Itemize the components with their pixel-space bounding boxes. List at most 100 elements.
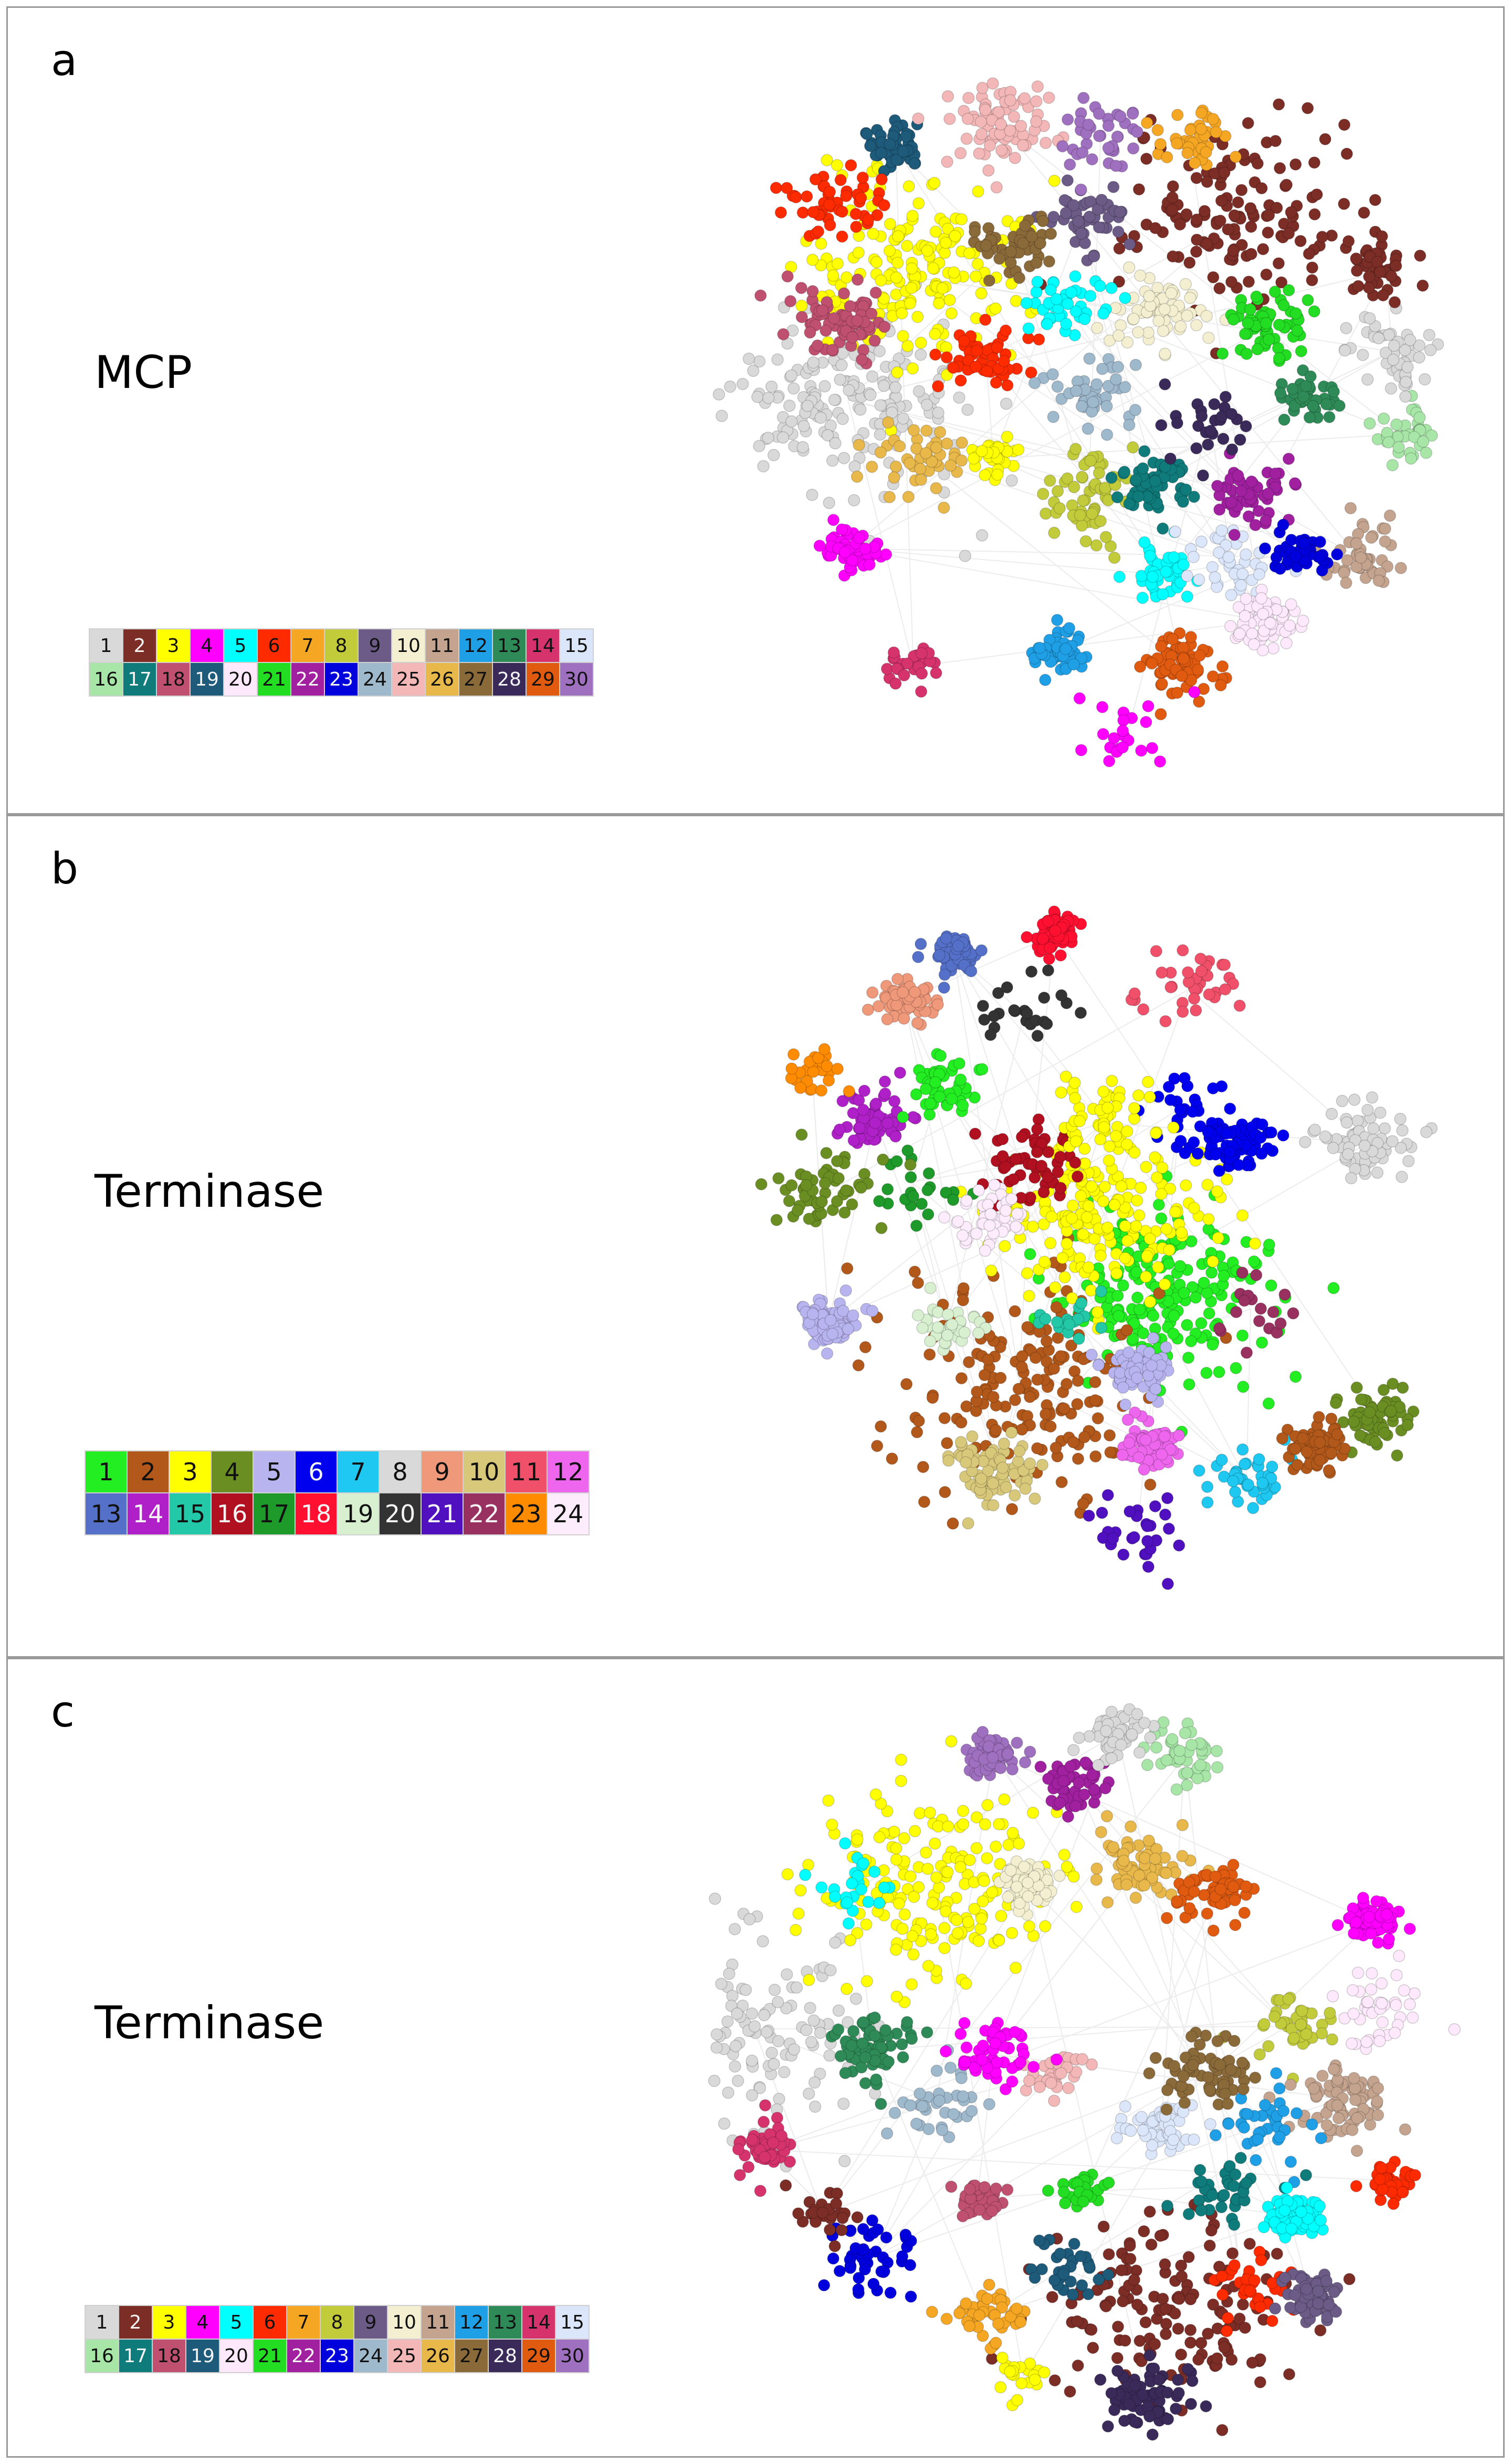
node [1155, 1187, 1168, 1201]
node [1248, 1237, 1262, 1250]
node [1218, 959, 1231, 971]
node [1048, 2374, 1061, 2387]
legend-cell: 14 [521, 2305, 556, 2340]
node [771, 1996, 784, 2008]
node [1157, 2292, 1169, 2305]
node [972, 1184, 985, 1197]
node [1238, 328, 1252, 340]
node [1181, 309, 1193, 322]
node [1325, 1447, 1338, 1459]
node-cluster [1193, 1434, 1298, 1514]
node [1031, 80, 1044, 93]
node [1174, 320, 1187, 333]
node [1051, 1315, 1064, 1329]
node [835, 523, 848, 536]
node-cluster [770, 159, 890, 243]
node [1307, 400, 1319, 413]
node [1374, 1106, 1387, 1119]
node [1341, 554, 1354, 567]
node [1005, 1503, 1018, 1515]
node [878, 1075, 891, 1088]
node [900, 1378, 913, 1391]
node [1369, 1435, 1382, 1448]
node [1388, 296, 1401, 309]
legend-cell: 6 [257, 628, 291, 663]
node-cluster [1024, 1170, 1340, 1438]
node [1039, 673, 1052, 687]
node [1228, 2259, 1241, 2272]
node [1247, 1502, 1259, 1514]
node [1327, 1142, 1340, 1154]
node [1168, 1309, 1180, 1322]
node [1016, 237, 1030, 249]
node [979, 469, 991, 481]
legend-cell: 29 [526, 662, 560, 697]
node [1365, 531, 1378, 544]
legend-cell: 8 [379, 1450, 422, 1493]
node [1181, 570, 1193, 582]
panel-letter: a [51, 36, 78, 86]
node [1009, 152, 1022, 164]
node [1169, 2307, 1181, 2320]
node-cluster [1224, 583, 1309, 657]
node [972, 185, 984, 198]
node [851, 273, 864, 286]
node [970, 1227, 983, 1240]
node [1065, 1339, 1078, 1352]
node [1036, 215, 1049, 227]
node [1221, 1173, 1233, 1186]
node [1188, 686, 1201, 699]
legend-cell: 27 [454, 2339, 489, 2373]
node [1268, 286, 1282, 298]
node [906, 362, 919, 375]
node [1282, 227, 1295, 240]
node [788, 2043, 801, 2056]
node [902, 490, 915, 503]
node [1102, 380, 1115, 392]
node [866, 460, 878, 473]
node [1222, 551, 1235, 564]
node [979, 103, 992, 116]
node [1067, 199, 1080, 212]
node [930, 441, 943, 454]
node [1216, 347, 1229, 360]
node [858, 1084, 871, 1097]
node [1273, 352, 1286, 365]
node [990, 1840, 1002, 1853]
node [1108, 1198, 1121, 1212]
node [939, 236, 952, 249]
node [900, 239, 914, 252]
node [780, 2002, 793, 2015]
node [904, 1159, 917, 1171]
node [1240, 548, 1252, 561]
node [1206, 561, 1219, 574]
node-cluster [1116, 1406, 1185, 1476]
node [921, 1184, 934, 1197]
node [1312, 1410, 1325, 1424]
node [1114, 319, 1127, 332]
node-cluster [1085, 1332, 1174, 1411]
node [1364, 1927, 1378, 1940]
legend-cell: 17 [118, 2339, 153, 2373]
node [1072, 215, 1085, 228]
node [1040, 1355, 1053, 1368]
node [1001, 430, 1014, 443]
node [904, 297, 917, 310]
node [832, 1172, 845, 1185]
node [979, 313, 992, 326]
node [941, 222, 954, 235]
node [853, 438, 865, 451]
node [1181, 146, 1194, 160]
node [954, 1860, 967, 1873]
node [806, 1308, 820, 1321]
node [1161, 1577, 1174, 1591]
node-cluster [966, 430, 1025, 487]
node [1190, 442, 1203, 455]
node [1042, 964, 1055, 977]
node [1420, 1125, 1433, 1139]
node [1399, 390, 1412, 403]
node [1207, 271, 1220, 283]
node [893, 440, 906, 452]
node [924, 1097, 937, 1110]
node [739, 1984, 752, 1996]
